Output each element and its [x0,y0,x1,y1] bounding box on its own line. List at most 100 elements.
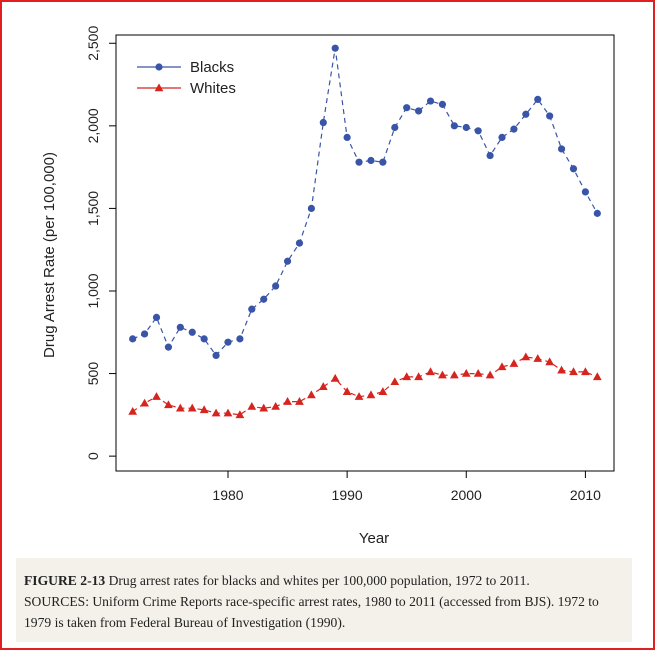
plot-frame [115,34,615,472]
data-point-whites [390,377,400,386]
data-point-blacks [426,97,435,105]
data-point-blacks [129,335,137,343]
data-point-blacks [283,257,292,265]
y-axis-label: Drug Arrest Rate (per 100,000) [41,152,58,358]
data-point-blacks [200,335,208,343]
data-point-whites [211,408,221,417]
chart-panel: 1980 1990 2000 2010 0 500 1,000 1,500 2,000 2,500… [16,5,632,555]
data-point-blacks [355,158,363,166]
data-point-whites [140,398,149,407]
y-tick-label: 2,000 [85,108,101,143]
data-point-blacks [415,107,423,115]
x-tick-label: 1980 [212,487,243,503]
data-point-whites [592,372,602,381]
data-point-whites [461,368,471,377]
data-point-whites [247,401,257,410]
data-point-whites [259,403,269,412]
data-point-whites [378,387,388,395]
data-point-whites [366,390,376,399]
data-point-whites [283,397,292,405]
data-point-blacks [593,209,601,217]
data-point-blacks [260,295,268,303]
data-point-blacks [212,351,220,359]
data-point-blacks [176,323,184,331]
figure-sources: SOURCES: Uniform Crime Reports race-spec… [24,594,599,630]
series-layer [128,44,602,419]
data-point-whites [438,370,447,379]
data-point-whites [473,368,483,377]
data-point-whites [128,406,138,415]
data-point-whites [485,370,495,379]
data-point-blacks [379,158,387,166]
data-point-blacks [319,118,327,127]
data-point-blacks [152,313,161,322]
data-point-whites [581,367,590,376]
legend-label-whites: Whites [190,80,236,97]
y-tick-label: 1,500 [85,191,101,226]
y-tick-label: 2,500 [85,26,101,61]
data-point-blacks [438,100,447,108]
chart-axes: 1980 1990 2000 2010 0 500 1,000 1,500 2,000 2,500… [41,26,615,547]
chart-legend: Blacks Whites [137,59,236,97]
figure-title: Drug arrest rates for blacks and whites … [105,573,530,588]
data-point-blacks [486,151,494,160]
data-point-blacks [307,204,315,213]
data-point-blacks [391,123,399,132]
data-point-blacks [331,44,339,52]
data-point-blacks [403,104,411,112]
data-point-blacks [343,133,351,141]
data-point-blacks [248,305,256,313]
figure-label: FIGURE 2-13 [24,573,106,588]
data-point-blacks [188,328,196,336]
data-point-blacks [474,127,482,135]
data-point-blacks [546,112,554,120]
data-point-whites [521,352,531,361]
chart-svg: 1980 1990 2000 2010 0 500 1,000 1,500 2,000 2,500… [41,26,615,547]
data-point-whites [164,400,173,409]
data-point-whites [295,397,304,405]
x-tick-label: 2000 [451,487,482,503]
data-point-blacks [224,338,232,346]
data-point-whites [557,365,566,374]
x-axis-label: Year [359,530,389,547]
data-point-whites [497,362,507,371]
y-tick-label: 0 [85,452,101,460]
y-tick-label: 1,000 [85,273,101,308]
x-tick-label: 2010 [570,487,601,503]
data-point-whites [330,373,340,382]
data-point-whites [187,403,197,412]
data-point-whites [307,390,316,399]
legend-marker-whites [154,83,164,92]
data-point-whites [223,408,233,417]
data-point-whites [509,359,519,367]
data-point-blacks [498,133,506,141]
caption-box: FIGURE 2-13 Drug arrest rates for blacks… [16,558,632,642]
data-point-whites [354,392,364,400]
data-point-whites [199,405,209,414]
data-point-whites [318,382,328,390]
data-point-blacks [522,110,530,118]
data-point-whites [426,367,435,376]
data-point-blacks [367,156,375,165]
data-point-whites [235,410,245,419]
data-point-blacks [140,330,149,338]
x-tick-label: 1990 [332,487,363,503]
data-point-whites [533,354,543,362]
data-point-whites [175,403,185,412]
data-point-whites [449,370,459,379]
data-point-blacks [450,122,458,130]
figure-caption: FIGURE 2-13 Drug arrest rates for blacks… [24,570,629,633]
data-point-whites [569,367,578,376]
data-point-blacks [164,343,173,351]
data-point-whites [545,357,555,366]
data-point-blacks [272,282,280,290]
data-point-blacks [236,335,244,343]
series-line-whites [132,356,598,416]
data-point-blacks [581,188,590,196]
data-point-blacks [462,123,470,132]
data-point-blacks [557,145,566,153]
data-point-whites [414,372,423,381]
data-point-blacks [534,95,542,104]
data-point-blacks [510,125,518,133]
